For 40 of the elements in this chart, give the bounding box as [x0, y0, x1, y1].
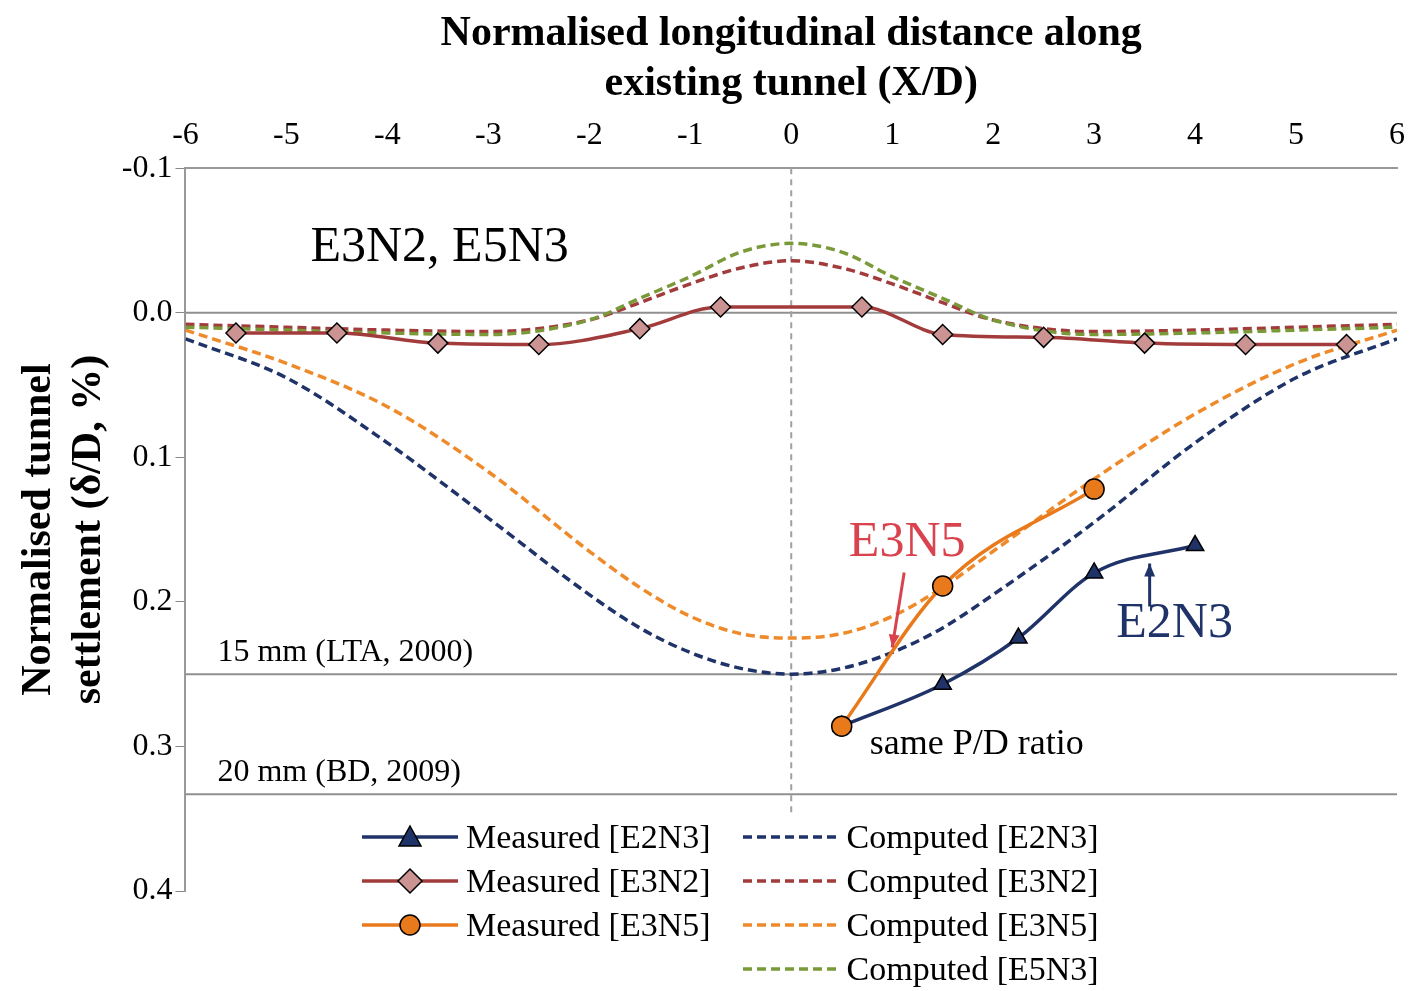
- x-tick-label: 3: [1086, 115, 1103, 152]
- legend-label: Measured [E2N3]: [466, 818, 711, 856]
- annotation: E2N3: [1116, 591, 1233, 648]
- y-axis-title: Normalised tunnel settlement (δ/D, %): [13, 354, 111, 705]
- point: [931, 575, 954, 597]
- x-tick-label: -5: [273, 115, 300, 152]
- legend-label: Measured [E3N2]: [466, 862, 711, 900]
- y-tick-label: -0.1: [121, 147, 173, 184]
- x-tick-label: 0: [783, 115, 800, 152]
- x-tick-label: 5: [1288, 115, 1305, 152]
- ref-line-label: 20 mm (BD, 2009): [217, 751, 461, 788]
- x-tick-label: 2: [985, 115, 1002, 152]
- ref-line-label: 15 mm (LTA, 2000): [217, 631, 474, 668]
- point: [1185, 534, 1205, 552]
- annotation: E3N5: [848, 510, 966, 567]
- x-tick-label: -2: [575, 115, 603, 152]
- y-tick-label: 0.1: [132, 436, 173, 473]
- x-axis-title: Normalised longitudinal distance along existing tunnel (X/D): [440, 8, 1142, 106]
- x-tick-label: 4: [1187, 115, 1204, 152]
- x-tick-label: -3: [475, 115, 502, 152]
- x-tick-label: 6: [1389, 115, 1405, 152]
- annotation: same P/D ratio: [869, 721, 1084, 762]
- y-tick-label: 0.3: [132, 725, 173, 762]
- point: [933, 673, 953, 691]
- legend-label: Computed [E3N5]: [846, 906, 1099, 944]
- legend-label: Computed [E3N2]: [846, 862, 1099, 900]
- legend-label: Measured [E3N5]: [466, 906, 711, 944]
- point: [1008, 627, 1028, 644]
- x-tick-label: -4: [374, 115, 401, 152]
- y-tick-label: 0.2: [132, 581, 173, 618]
- point: [1084, 562, 1104, 579]
- x-tick-label: 1: [884, 115, 901, 152]
- y-tick-label: 0.0: [132, 292, 173, 329]
- annotation: E3N2, E5N3: [310, 216, 569, 273]
- legend-label: Computed [E2N3]: [846, 818, 1099, 856]
- y-tick-label: 0.4: [132, 870, 173, 907]
- legend-label: Computed [E5N3]: [846, 950, 1099, 988]
- x-tick-label: -6: [172, 115, 199, 152]
- point: [1083, 478, 1105, 500]
- x-tick-label: -1: [676, 115, 704, 152]
